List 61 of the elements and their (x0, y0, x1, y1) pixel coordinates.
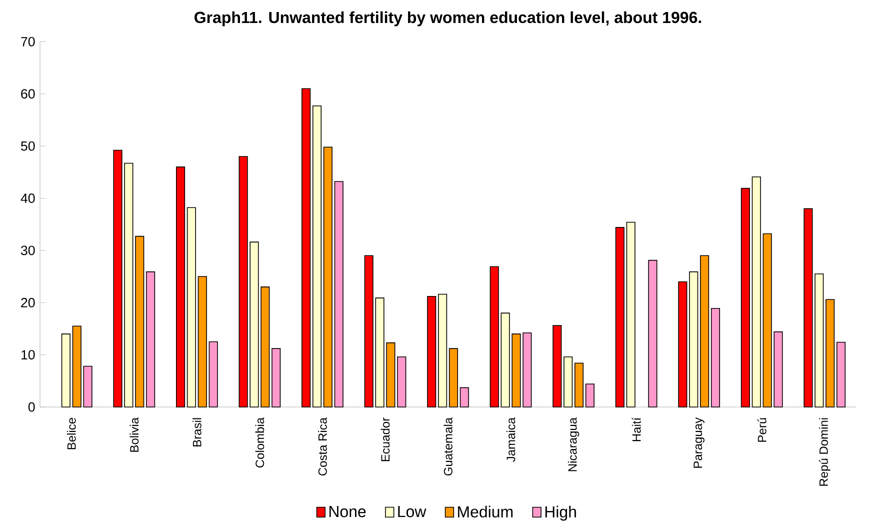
x-tick-label: Colombia (255, 417, 264, 468)
legend-label: Medium (458, 506, 513, 518)
y-tick-label: 60 (21, 89, 35, 99)
y-tick-label: 50 (21, 141, 35, 151)
y-tick-label: 0 (28, 402, 35, 412)
y-tick-label: 20 (21, 298, 35, 308)
x-tick-label: Belice (66, 418, 76, 450)
chart-title: Graph11. Unwanted fertility by women education level, about 1996. (194, 11, 702, 26)
bar (83, 366, 92, 408)
bar (615, 227, 624, 408)
x-tick-label: Guatemala (444, 417, 452, 476)
x-tick-label: Bolivia (130, 417, 139, 452)
y-tick-label: 30 (20, 246, 35, 256)
legend-label: None (329, 506, 366, 518)
x-tick-label: Jamaica (506, 417, 516, 462)
bar (700, 255, 710, 408)
bar (198, 276, 207, 408)
bar (826, 299, 835, 408)
bar (689, 271, 698, 408)
bar (438, 294, 448, 408)
bar (312, 105, 322, 408)
bar (564, 356, 573, 408)
x-tick-label: Nicaragua (568, 417, 580, 472)
bar (448, 348, 458, 408)
bar (626, 222, 636, 408)
legend-label: Low (398, 506, 426, 518)
bar (334, 181, 344, 408)
bar (135, 236, 144, 408)
bar (323, 146, 332, 408)
x-tick-label: Ecuador (380, 418, 390, 462)
bar (186, 207, 196, 408)
bar (740, 188, 750, 408)
bar (146, 271, 156, 408)
x-tick-label: Repú Domini (818, 418, 830, 486)
bar (574, 362, 584, 408)
x-tick-label: Costa Rica (318, 417, 327, 476)
x-tick-label: Paraguay (694, 417, 704, 468)
x-tick-label: Perú (757, 418, 766, 442)
bar (752, 176, 761, 408)
bar (836, 342, 846, 408)
bar (710, 308, 720, 408)
legend-label: High (545, 506, 576, 521)
bar (678, 281, 688, 408)
y-tick-label: 40 (20, 194, 35, 203)
bar (552, 325, 562, 408)
bar (72, 326, 82, 408)
bar (460, 387, 469, 408)
bar (208, 341, 218, 408)
bar (648, 260, 658, 408)
bar (302, 88, 311, 408)
bar (272, 348, 281, 408)
bar (61, 334, 70, 408)
bar (427, 296, 436, 408)
y-tick-label: 70 (21, 36, 35, 46)
bar (585, 384, 594, 408)
bar (397, 356, 406, 408)
y-tick-label: 10 (21, 350, 35, 360)
bar (176, 166, 186, 408)
bar (490, 266, 499, 408)
x-tick-label: Haití (632, 417, 641, 442)
x-tick-label: Brasil (192, 418, 202, 446)
